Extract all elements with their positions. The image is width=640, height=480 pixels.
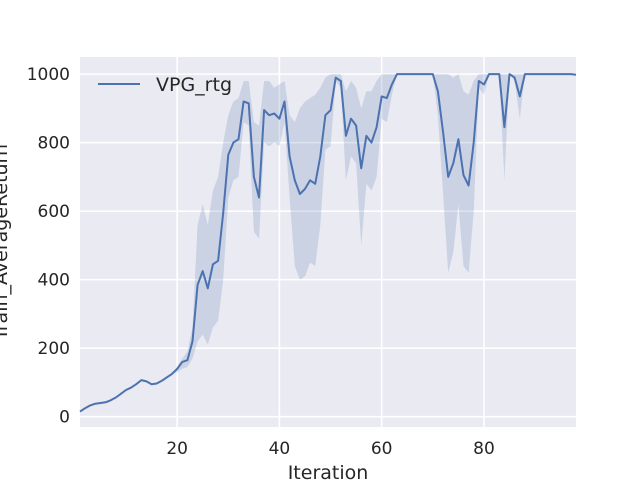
x-tick-label: 20 — [166, 439, 188, 459]
y-tick-label: 200 — [38, 339, 70, 359]
plot-area — [79, 73, 577, 413]
legend-label: VPG_rtg — [156, 74, 232, 96]
y-tick-label: 1000 — [27, 65, 70, 85]
x-tick-label: 40 — [269, 439, 291, 459]
x-axis-ticks: 20 40 60 80 — [166, 439, 494, 459]
y-tick-label: 800 — [38, 134, 70, 154]
x-tick-label: 80 — [473, 439, 495, 459]
legend: VPG_rtg — [98, 74, 232, 96]
y-axis-label: Train_AverageReturn — [0, 144, 12, 341]
y-tick-label: 0 — [59, 408, 70, 428]
series-line — [79, 73, 577, 413]
y-axis-ticks: 0 200 400 600 800 1000 — [27, 65, 70, 428]
x-tick-label: 60 — [371, 439, 393, 459]
x-axis-label: Iteration — [288, 462, 369, 480]
y-tick-label: 400 — [38, 271, 70, 291]
confidence-band — [80, 74, 576, 412]
plot-background — [80, 57, 576, 427]
y-tick-label: 600 — [38, 202, 70, 222]
